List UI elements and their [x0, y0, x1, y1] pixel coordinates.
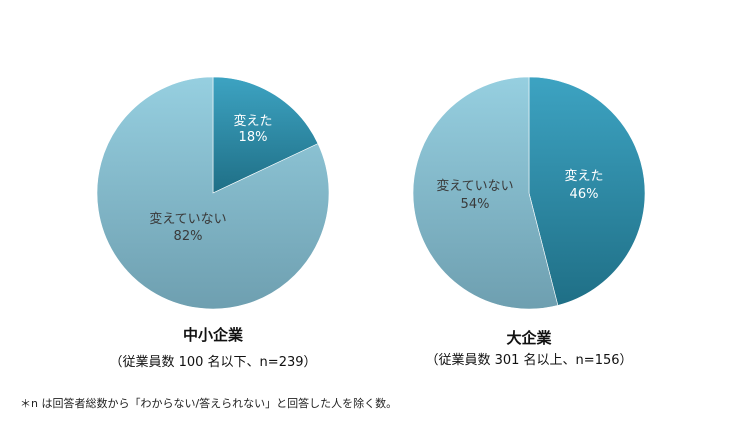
chart-subtitle-large: （従業員数 301 名以上、n=156） [425, 352, 632, 368]
chart-title-sme: 中小企業 [183, 326, 244, 344]
pie-slice-sme-changed [212, 76, 319, 194]
pie-large-slices [412, 76, 646, 310]
slice-label-sme-unchanged-name: 変えていない [149, 211, 226, 227]
slice-label-large-changed-value: 46% [570, 187, 599, 202]
footnote: ＊n は回答者総数から「わからない/答えられない」と回答した人を除く数。 [20, 397, 398, 410]
slice-label-large-unchanged-value: 54% [461, 197, 490, 212]
slice-label-sme-changed-value: 18% [239, 130, 268, 145]
slice-label-sme-unchanged-value: 82% [174, 229, 203, 244]
pie-slice-large-changed [528, 76, 646, 306]
slice-label-large-unchanged-name: 変えていない [436, 178, 513, 194]
slice-label-sme-changed-name: 変えた [233, 113, 272, 129]
pie-sme-slices [96, 76, 330, 310]
slice-label-large-changed-name: 変えた [564, 168, 603, 184]
pie-chart-large: 変えた 46% 変えていない 54% 大企業 （従業員数 301 名以上、n=1… [412, 76, 646, 368]
pie-chart-sme: 変えた 18% 変えていない 82% 中小企業 （従業員数 100 名以下、n=… [96, 76, 330, 370]
chart-title-large: 大企業 [506, 329, 552, 347]
pie-slice-sme-unchanged [96, 76, 330, 310]
chart-subtitle-sme: （従業員数 100 名以下、n=239） [109, 354, 316, 370]
pie-slice-large-unchanged [412, 76, 559, 310]
